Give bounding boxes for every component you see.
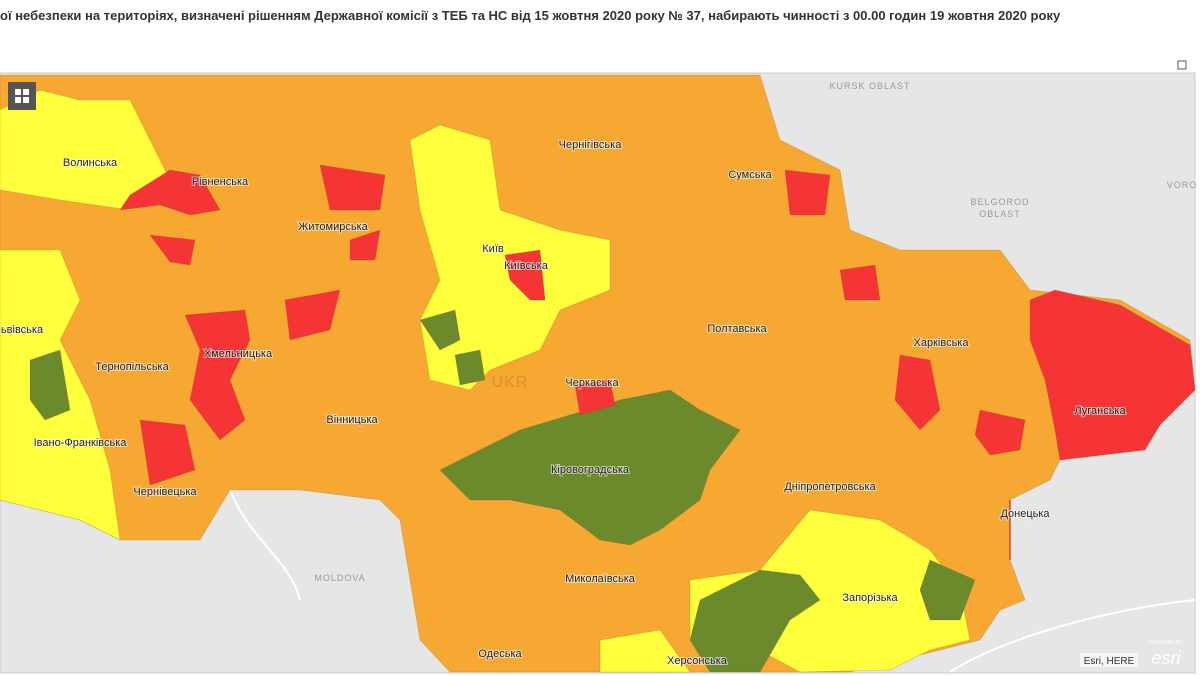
green-zone: [439, 389, 741, 546]
region-label: Рівненська: [192, 176, 249, 188]
layers-icon: [15, 89, 29, 103]
page-title: ої небезпеки на територіях, визначені рі…: [0, 8, 1061, 23]
green-zone: [919, 559, 976, 621]
red-zone: [784, 169, 831, 216]
region-label: Одеська: [478, 648, 522, 660]
region-label: Київ: [482, 243, 504, 255]
region-label: Хмельницька: [204, 348, 273, 360]
red-zone: [119, 169, 221, 216]
region-label: Херсонська: [667, 655, 728, 667]
logo-caption: POWERED BY: [1149, 640, 1184, 646]
green-zone: [29, 349, 71, 421]
region-label: Черкаська: [565, 377, 619, 389]
region-label: Полтавська: [707, 323, 767, 335]
place-label: BELGOROD: [970, 197, 1029, 207]
green-zone: [454, 349, 486, 386]
region-label: Чернівецька: [133, 486, 197, 498]
region-label: Донецька: [1000, 508, 1050, 520]
region-label: Тернопільська: [95, 361, 169, 373]
red-zone: [349, 229, 381, 261]
region-label: Харківська: [914, 337, 970, 349]
place-label: OBLAST: [979, 209, 1021, 219]
region-label: Київська: [504, 260, 549, 272]
red-zone: [1029, 289, 1196, 461]
region-label: Кіровоградська: [551, 464, 630, 476]
attribution-bg: [1080, 653, 1138, 667]
maximize-button[interactable]: [1177, 60, 1187, 70]
region-label: Луганська: [1074, 405, 1126, 417]
region-label: ьвівська: [1, 324, 44, 336]
region-label: Дніпропетровська: [784, 481, 876, 493]
yellow-zone: [599, 629, 691, 673]
region-area: [0, 74, 1196, 673]
region-label: Сумська: [728, 169, 772, 181]
red-zone: [894, 354, 941, 431]
region-label: Чернігівська: [559, 139, 623, 151]
watermark: UKR: [492, 374, 529, 391]
attribution: Esri, HERE: [1084, 656, 1135, 667]
red-zone: [319, 164, 386, 211]
region-label: Миколаївська: [565, 573, 636, 585]
region-label: Волинська: [63, 157, 118, 169]
red-zone: [284, 289, 341, 341]
red-zone: [574, 379, 616, 416]
red-zone: [184, 309, 251, 441]
green-zone: [689, 569, 821, 673]
red-zone: [504, 249, 546, 301]
red-zone: [839, 264, 881, 301]
region-label: Івано-Франківська: [34, 437, 128, 449]
region-label: Запорізька: [842, 592, 898, 604]
place-label: KURSK OBLAST: [829, 81, 910, 91]
red-zone: [974, 409, 1026, 456]
region-label: Вінницька: [326, 414, 378, 426]
red-zone: [149, 234, 196, 266]
green-zone: [419, 309, 461, 351]
logo: esri: [1151, 648, 1181, 668]
place-label: VORO: [1167, 180, 1198, 190]
layers-button[interactable]: [8, 82, 36, 110]
red-zone: [139, 419, 196, 486]
road: [229, 489, 1196, 673]
place-label: MOLDOVA: [314, 573, 365, 583]
region-label: Житомирська: [298, 221, 368, 233]
